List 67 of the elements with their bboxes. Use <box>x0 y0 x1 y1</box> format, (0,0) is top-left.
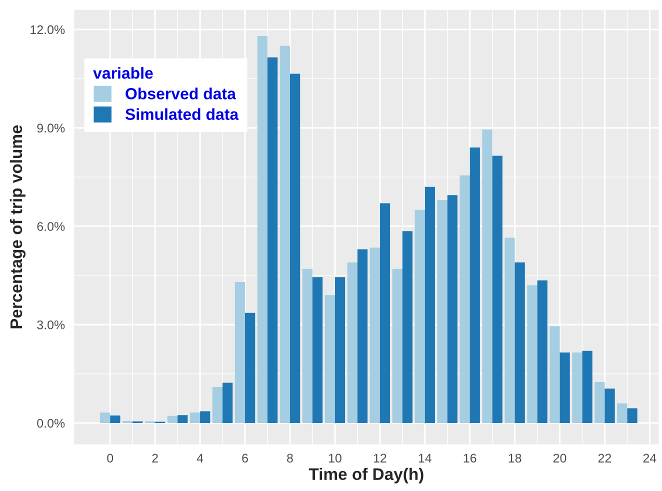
bar <box>550 326 560 424</box>
bar <box>537 280 548 424</box>
bar <box>460 175 470 424</box>
bar <box>212 386 223 424</box>
legend-label: Simulated data <box>125 108 239 120</box>
bar <box>267 57 278 424</box>
bar <box>414 210 425 424</box>
x-tick-label: 0 <box>107 454 114 463</box>
x-tick-label: 12 <box>374 454 386 462</box>
bar <box>222 382 233 424</box>
x-tick-label: 2 <box>152 454 158 462</box>
bar <box>514 262 525 424</box>
bar <box>492 156 502 424</box>
bar <box>200 411 210 424</box>
legend-title: variable <box>93 67 153 79</box>
bar <box>424 186 435 424</box>
bar <box>560 352 570 424</box>
y-axis-title: Percentage of trip volume <box>10 125 26 328</box>
bar <box>617 403 628 424</box>
bar <box>190 412 200 424</box>
bar <box>302 268 312 424</box>
bar <box>594 382 605 424</box>
bar <box>380 203 390 424</box>
x-axis-title: Time of Day(h) <box>308 468 424 484</box>
bar <box>357 249 368 424</box>
bar <box>312 277 323 424</box>
x-tick-label: 22 <box>598 454 612 462</box>
bar <box>178 415 188 424</box>
bar <box>402 231 413 424</box>
bar <box>280 46 290 424</box>
bar <box>447 195 458 424</box>
bar <box>627 408 638 424</box>
bar <box>604 388 615 424</box>
bar <box>110 415 120 424</box>
bar <box>504 238 515 424</box>
x-tick-label: 18 <box>508 454 522 463</box>
bar <box>392 268 402 424</box>
bar <box>167 416 178 424</box>
y-tick-label: 3.0% <box>37 320 65 330</box>
x-tick-label: 14 <box>418 454 432 462</box>
bar <box>324 295 335 424</box>
y-tick-label: 0.0% <box>37 418 65 428</box>
bar <box>582 350 592 424</box>
x-tick-label: 20 <box>553 454 566 463</box>
bar <box>100 412 110 424</box>
x-tick-label: 4 <box>196 454 204 462</box>
bar <box>527 285 538 424</box>
y-tick-label: 9.0% <box>37 124 65 133</box>
bar <box>234 282 246 424</box>
bar <box>370 248 380 424</box>
x-tick-label: 6 <box>242 454 248 463</box>
x-tick-label: 10 <box>328 454 342 463</box>
bar <box>257 36 268 424</box>
bar <box>482 130 492 424</box>
bar <box>334 277 346 424</box>
bar <box>245 312 256 424</box>
bar <box>437 200 448 424</box>
y-tick-label: 6.0% <box>37 222 65 231</box>
x-tick-label: 8 <box>287 454 293 463</box>
bar <box>470 148 480 424</box>
legend-label: Observed data <box>126 88 236 100</box>
bar <box>347 262 358 424</box>
x-tick-label: 24 <box>643 454 656 462</box>
bar <box>290 74 300 424</box>
x-tick-label: 16 <box>464 454 476 463</box>
bar <box>572 352 582 424</box>
y-tick-label: 12.0% <box>30 25 65 34</box>
